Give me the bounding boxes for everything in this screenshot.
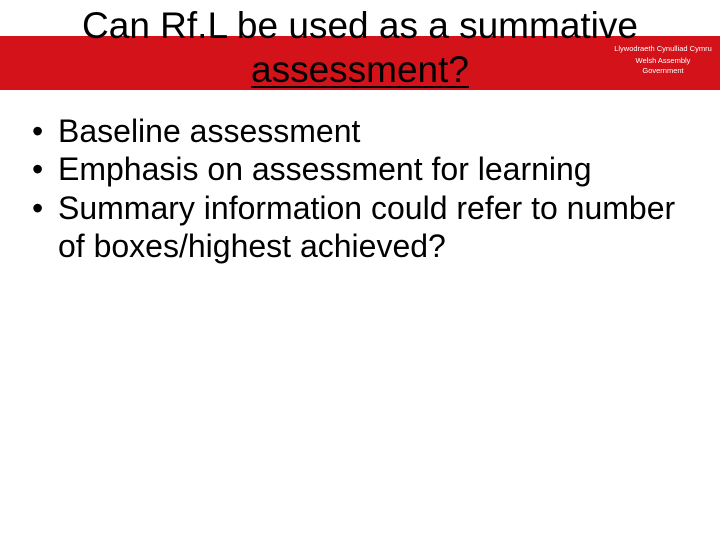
government-crest: Llywodraeth Cynulliad Cymru Welsh Assemb… bbox=[614, 6, 712, 75]
list-item: Baseline assessment bbox=[28, 112, 692, 150]
bullet-text: Emphasis on assessment for learning bbox=[58, 151, 592, 187]
dragon-icon bbox=[638, 6, 688, 42]
list-item: Summary information could refer to numbe… bbox=[28, 189, 692, 266]
bullet-text: Summary information could refer to numbe… bbox=[58, 190, 675, 264]
bullet-text: Baseline assessment bbox=[58, 113, 360, 149]
slide-title: Can Rf.L be used as a summative assessme… bbox=[0, 4, 720, 93]
bullet-list: Baseline assessment Emphasis on assessme… bbox=[28, 112, 692, 266]
slide-content: Baseline assessment Emphasis on assessme… bbox=[28, 112, 692, 266]
crest-text-english: Welsh Assembly Government bbox=[614, 56, 712, 76]
title-line-2: assessment? bbox=[251, 49, 469, 90]
crest-text-welsh: Llywodraeth Cynulliad Cymru bbox=[614, 44, 712, 54]
title-line-1: Can Rf.L be used as a summative bbox=[82, 5, 638, 46]
list-item: Emphasis on assessment for learning bbox=[28, 150, 692, 188]
